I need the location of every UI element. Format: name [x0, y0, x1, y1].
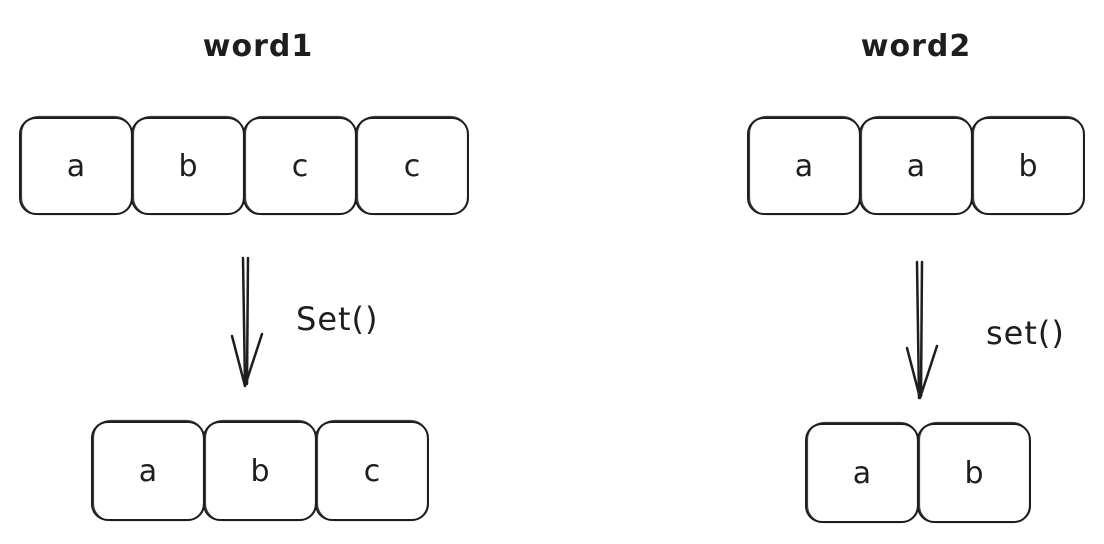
- word1-output-cell-value: a: [139, 454, 157, 489]
- word2-input-cell-value: a: [907, 149, 925, 184]
- word1-input-cell-value: a: [67, 149, 85, 184]
- word2-input-cell-value: a: [795, 149, 813, 184]
- word1-title: word1: [203, 29, 313, 64]
- word2-input-cell-value: b: [1018, 149, 1037, 184]
- word2-output-cell: a: [805, 421, 919, 524]
- word2-output-cell-value: b: [964, 456, 983, 491]
- word2-input-cell: a: [859, 115, 973, 216]
- word1-input-cell-value: c: [292, 149, 309, 184]
- word1-input-cell-sketch-outline: [356, 115, 469, 216]
- word1-input-cell-value: b: [178, 149, 197, 184]
- word2-title: word2: [861, 29, 971, 64]
- word2-input-cell: a: [747, 115, 861, 216]
- word1-input-cell: c: [355, 115, 469, 216]
- word2-output-cell-value: a: [853, 456, 871, 491]
- word1-output-array: a b c: [91, 419, 429, 522]
- word1-output-cell: a: [91, 419, 205, 522]
- word1-input-cell-value: c: [404, 149, 421, 184]
- word2-output-cell-sketch-outline: [918, 421, 1031, 524]
- word1-operation-label: Set(): [296, 300, 379, 338]
- word1-arrow: [230, 256, 264, 388]
- word2-operation-label: set(): [986, 314, 1065, 352]
- word1-output-cell: c: [315, 419, 429, 522]
- word1-input-cell: a: [19, 115, 133, 216]
- word1-group: word1 a b c c Set() a b c: [19, 29, 469, 522]
- word1-output-cell-sketch-outline: [316, 419, 429, 522]
- word1-output-cell-value: c: [364, 454, 381, 489]
- word1-input-cell: c: [243, 115, 357, 216]
- word1-output-cell: b: [203, 419, 317, 522]
- word2-input-cell-sketch-outline: [972, 115, 1085, 216]
- word2-input-cell: b: [971, 115, 1085, 216]
- word1-output-cell-value: b: [250, 454, 269, 489]
- word2-output-cell: b: [917, 421, 1031, 524]
- word2-arrow: [905, 260, 939, 400]
- word1-input-cell: b: [131, 115, 245, 216]
